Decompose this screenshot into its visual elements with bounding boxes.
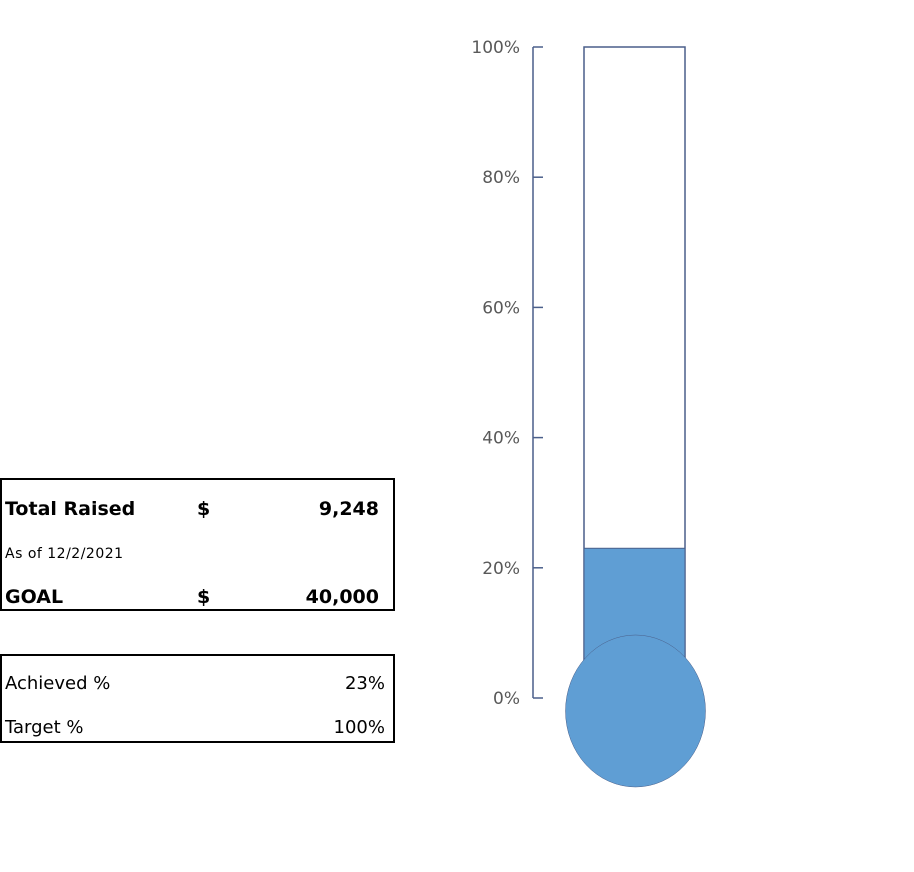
achieved-label: Achieved % bbox=[5, 673, 111, 694]
y-tick-label: 0% bbox=[493, 689, 520, 709]
target-label: Target % bbox=[5, 717, 84, 738]
total-raised-label: Total Raised bbox=[5, 498, 136, 520]
total-raised-table: Total Raised $ 9,248 As of 12/2/2021 GOA… bbox=[0, 478, 395, 611]
y-tick-label: 40% bbox=[482, 429, 520, 449]
y-tick-label: 20% bbox=[482, 559, 520, 579]
y-axis: 0% 20% 40% 60% 80% 100% bbox=[471, 38, 543, 709]
goal-value: 40,000 bbox=[305, 586, 379, 608]
goal-currency: $ bbox=[197, 586, 211, 608]
percent-table: Achieved % 23% Target % 100% bbox=[0, 654, 395, 743]
goal-row: GOAL $ 40,000 bbox=[2, 584, 393, 610]
total-raised-value: 9,248 bbox=[318, 498, 379, 520]
as-of-date: As of 12/2/2021 bbox=[5, 546, 124, 562]
as-of-row: As of 12/2/2021 bbox=[2, 544, 393, 564]
y-tick-label: 80% bbox=[482, 168, 520, 188]
thermometer-bulb bbox=[565, 634, 706, 788]
y-tick-label: 60% bbox=[482, 298, 520, 318]
y-tick-label: 100% bbox=[471, 38, 520, 58]
achieved-row: Achieved % 23% bbox=[2, 672, 393, 696]
achieved-value: 23% bbox=[344, 673, 385, 694]
total-raised-row: Total Raised $ 9,248 bbox=[2, 496, 393, 522]
target-row: Target % 100% bbox=[2, 716, 393, 740]
target-value: 100% bbox=[333, 717, 385, 738]
total-raised-currency: $ bbox=[197, 498, 211, 520]
goal-label: GOAL bbox=[5, 586, 64, 608]
